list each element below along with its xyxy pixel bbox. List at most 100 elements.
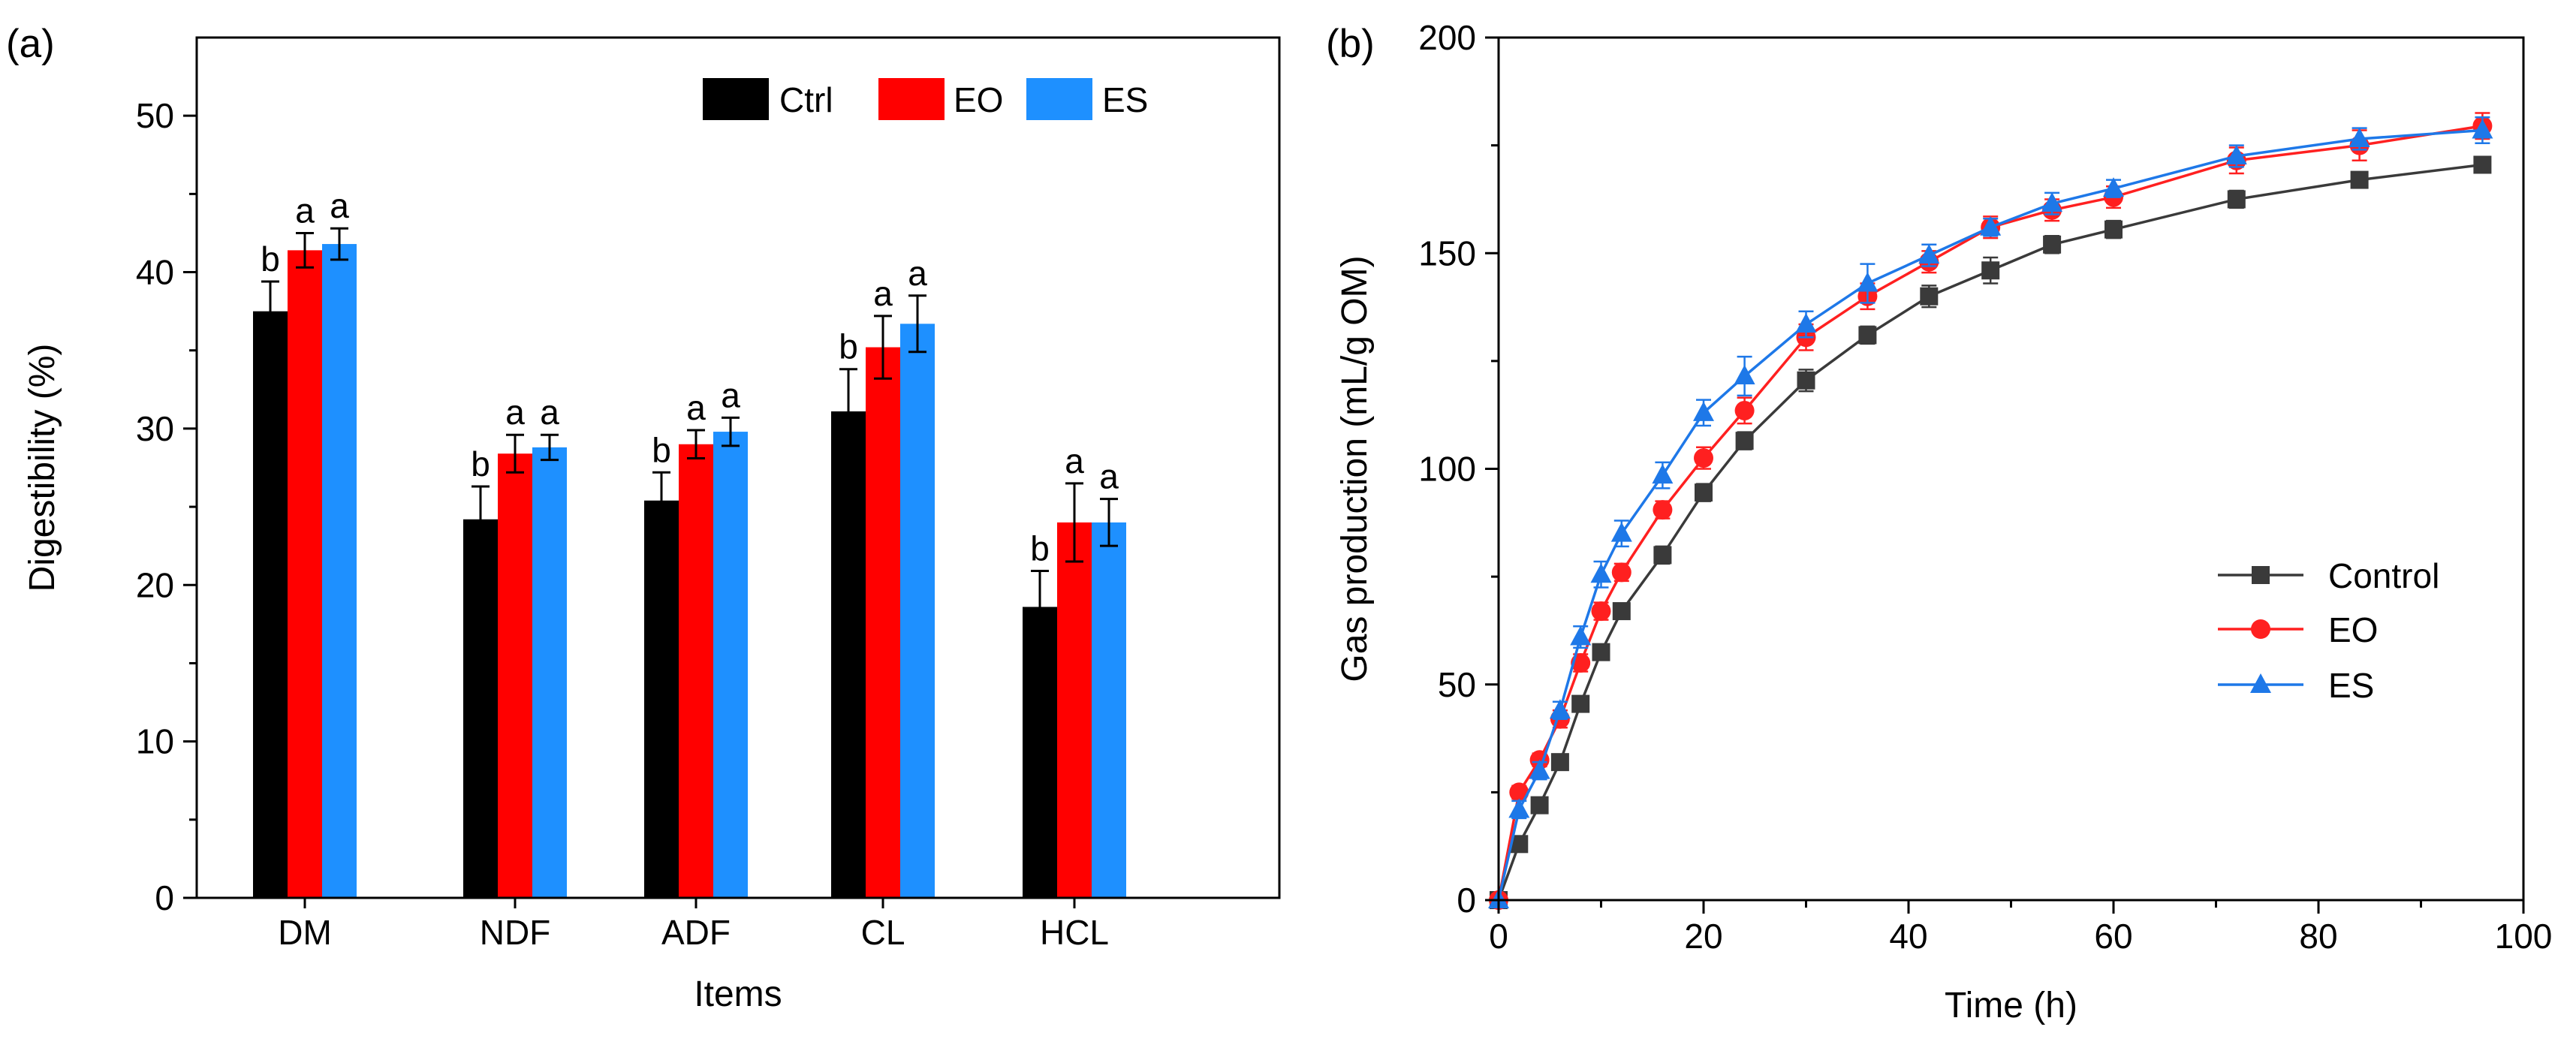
plot-frame <box>195 36 1281 899</box>
error-bar-es-cl <box>908 294 926 354</box>
x-tick-label: 80 <box>2299 917 2337 956</box>
panel-label-b: (b) <box>1326 22 1375 66</box>
data-point-control <box>2104 220 2123 239</box>
bar-es-ndf <box>532 447 567 898</box>
significance-letter: a <box>295 191 315 230</box>
x-category-label: CL <box>861 913 905 952</box>
legend-label-ctrl: Ctrl <box>779 80 833 119</box>
bar-eo-ndf <box>498 453 532 898</box>
error-bar-es-dm <box>330 227 348 261</box>
bar-ctrl-hcl <box>1023 607 1057 898</box>
significance-letter: a <box>505 393 525 432</box>
y-tick-label: 10 <box>136 722 174 761</box>
data-point-control <box>1920 287 1939 306</box>
error-bar-ctrl-cl <box>839 368 857 455</box>
significance-letter: a <box>540 393 559 432</box>
significance-letter: a <box>721 375 740 414</box>
data-point-es <box>1508 798 1530 818</box>
data-point-control <box>2350 170 2369 189</box>
significance-letter: a <box>1065 441 1084 480</box>
significance-letter: b <box>1030 529 1050 568</box>
y-tick-label: 0 <box>155 878 174 917</box>
data-point-es <box>2472 119 2493 139</box>
legend-swatch-eo <box>878 78 945 120</box>
y-axis-title: Digestibility (%) <box>23 344 62 592</box>
data-point-control <box>1571 694 1590 713</box>
legend-marker-control <box>2252 566 2270 584</box>
bar-es-adf <box>713 432 748 898</box>
data-point-control <box>1592 643 1610 661</box>
legend-label-es: ES <box>1102 80 1148 119</box>
error-bar-ctrl-hcl <box>1031 570 1049 644</box>
y-tick-label: 0 <box>1457 881 1476 920</box>
bar-ctrl-dm <box>253 311 288 898</box>
bar-es-hcl <box>1092 522 1126 898</box>
y-tick-label: 150 <box>1418 233 1476 273</box>
bar-eo-dm <box>288 250 322 899</box>
legend-label-eo: EO <box>2328 610 2378 649</box>
error-bar-es-adf <box>722 416 740 447</box>
x-tick-label: 100 <box>2495 917 2553 956</box>
error-bar-eo-cl <box>874 315 892 380</box>
data-point-control <box>2473 155 2492 174</box>
error-bar-eo-hcl <box>1065 482 1083 563</box>
data-point-control <box>1653 546 1672 565</box>
significance-letter: a <box>686 388 706 427</box>
bar-ctrl-adf <box>644 500 679 898</box>
y-tick-label: 200 <box>1418 18 1476 57</box>
data-point-control <box>1530 796 1549 815</box>
data-point-es <box>1918 244 1940 264</box>
y-axis-title: Gas production (mL/g OM) <box>1335 255 1375 682</box>
x-category-label: HCL <box>1040 913 1109 952</box>
data-point-es <box>1857 272 1879 292</box>
data-point-eo <box>1591 601 1611 622</box>
x-tick-label: 0 <box>1489 917 1508 956</box>
data-point-es <box>2103 177 2124 197</box>
data-point-eo <box>1611 562 1631 583</box>
bar-eo-cl <box>866 347 900 898</box>
data-point-control <box>1695 483 1713 502</box>
y-tick-label: 30 <box>136 409 174 448</box>
data-point-control <box>2227 190 2246 209</box>
x-tick-label: 20 <box>1684 917 1722 956</box>
series-line-eo <box>1497 125 2483 901</box>
bar-ctrl-cl <box>831 411 866 898</box>
error-bar-ctrl-ndf <box>472 485 490 554</box>
significance-letter: a <box>330 186 349 225</box>
series-control <box>1490 155 2492 909</box>
panel-label-a: (a) <box>6 22 55 66</box>
legend-swatch-ctrl <box>703 78 769 120</box>
data-point-es <box>1570 625 1592 646</box>
significance-letter: b <box>471 444 490 483</box>
error-bar-es-ndf <box>541 433 559 462</box>
error-bar-ctrl-dm <box>261 280 279 342</box>
data-point-es <box>1734 364 1755 384</box>
y-tick-label: 50 <box>136 96 174 135</box>
significance-letter: a <box>1099 457 1119 496</box>
data-point-es <box>1549 699 1571 719</box>
data-point-eo <box>1653 500 1673 520</box>
error-bar-es-hcl <box>1100 498 1118 547</box>
significance-letter: b <box>839 327 858 366</box>
series-es <box>1488 116 2493 908</box>
data-point-control <box>1858 326 1877 345</box>
bar-eo-adf <box>679 444 713 898</box>
y-tick-label: 40 <box>136 253 174 292</box>
x-tick-label: 40 <box>1889 917 1927 956</box>
x-category-label: DM <box>278 913 332 952</box>
data-point-es <box>1795 313 1817 333</box>
x-axis-title: Time (h) <box>1945 986 2077 1025</box>
data-point-control <box>2043 235 2062 254</box>
significance-letter: b <box>652 430 671 469</box>
y-tick-label: 100 <box>1418 450 1476 489</box>
data-point-es <box>1693 401 1714 421</box>
legend-marker-es <box>2250 673 2271 693</box>
data-point-control <box>1550 753 1569 772</box>
data-point-es <box>1529 759 1550 779</box>
data-point-es <box>1980 215 2002 236</box>
data-point-eo <box>1694 448 1713 468</box>
y-tick-label: 50 <box>1438 665 1476 704</box>
bar-ctrl-ndf <box>463 519 498 898</box>
